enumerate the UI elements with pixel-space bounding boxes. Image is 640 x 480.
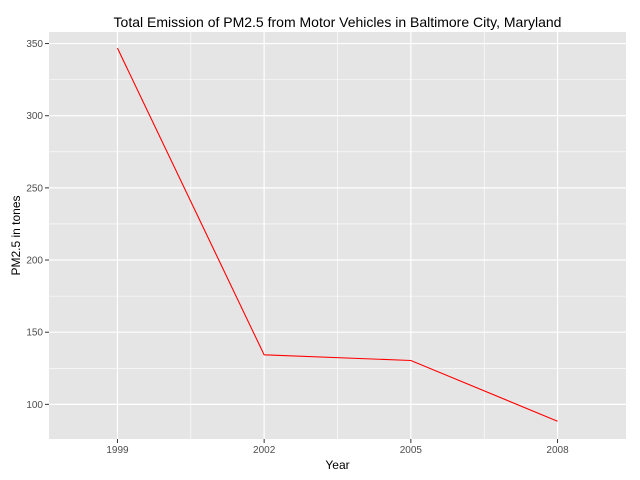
y-axis-label: PM2.5 in tones (9, 195, 23, 275)
y-tick-label: 300 (26, 111, 43, 122)
y-tick-label: 350 (26, 39, 43, 50)
major-grid (49, 32, 626, 439)
y-tick-label: 250 (26, 183, 43, 194)
chart-title: Total Emission of PM2.5 from Motor Vehic… (114, 14, 562, 30)
x-tick-label: 2008 (546, 445, 569, 456)
minor-grid (49, 32, 626, 439)
y-axis-ticks: 100 150 200 250 300 350 (26, 39, 49, 411)
x-axis-ticks: 1999 2002 2005 2008 (106, 439, 569, 456)
x-axis-label: Year (325, 458, 349, 472)
x-tick-label: 1999 (106, 445, 129, 456)
series-line-0 (116, 47, 558, 422)
y-tick-label: 200 (26, 256, 43, 267)
x-tick-label: 2005 (400, 445, 423, 456)
series-layer (116, 47, 558, 422)
y-tick-label: 100 (26, 400, 43, 411)
y-tick-label: 150 (26, 328, 43, 339)
x-tick-label: 2002 (253, 445, 276, 456)
